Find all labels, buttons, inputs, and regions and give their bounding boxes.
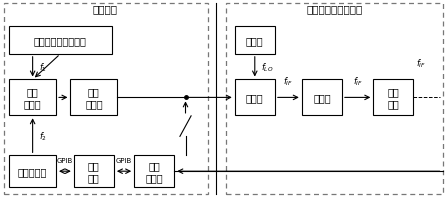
Text: 混频器: 混频器 xyxy=(246,93,264,103)
Bar xyxy=(9,27,112,54)
Text: $f_{IF}$: $f_{IF}$ xyxy=(416,58,426,70)
Text: 微波信号源: 微波信号源 xyxy=(18,166,47,176)
Bar xyxy=(74,156,114,187)
Bar xyxy=(4,4,208,194)
Text: 频谱
分析仪: 频谱 分析仪 xyxy=(145,160,163,183)
Text: GPIB: GPIB xyxy=(57,157,73,163)
Bar xyxy=(302,80,342,116)
Bar xyxy=(134,156,174,187)
Text: 定向
耦合器: 定向 耦合器 xyxy=(24,87,42,109)
Text: 校准装置: 校准装置 xyxy=(93,4,118,14)
Text: $f_{IF}$: $f_{IF}$ xyxy=(283,75,293,88)
Text: $f_2$: $f_2$ xyxy=(39,130,47,142)
Text: $f_{LO}$: $f_{LO}$ xyxy=(261,61,274,73)
Bar xyxy=(9,156,56,187)
Text: 超低相位噪声发生器: 超低相位噪声发生器 xyxy=(34,36,87,46)
Bar xyxy=(373,80,413,116)
Bar xyxy=(235,80,275,116)
Bar xyxy=(71,80,117,116)
Text: $f_{IF}$: $f_{IF}$ xyxy=(353,75,363,88)
Bar xyxy=(235,27,275,54)
Text: 标准
衰减器: 标准 衰减器 xyxy=(85,87,103,109)
Text: 采集
分析: 采集 分析 xyxy=(388,87,399,109)
Text: $f_1$: $f_1$ xyxy=(39,61,47,73)
Bar xyxy=(226,4,443,194)
Text: 滤波器: 滤波器 xyxy=(313,93,331,103)
Text: 目标照射器测试设备: 目标照射器测试设备 xyxy=(306,4,363,14)
Text: 本振源: 本振源 xyxy=(246,36,264,46)
Text: GPIB: GPIB xyxy=(116,157,132,163)
Bar xyxy=(9,80,56,116)
Text: 程控
电脑: 程控 电脑 xyxy=(88,160,100,183)
